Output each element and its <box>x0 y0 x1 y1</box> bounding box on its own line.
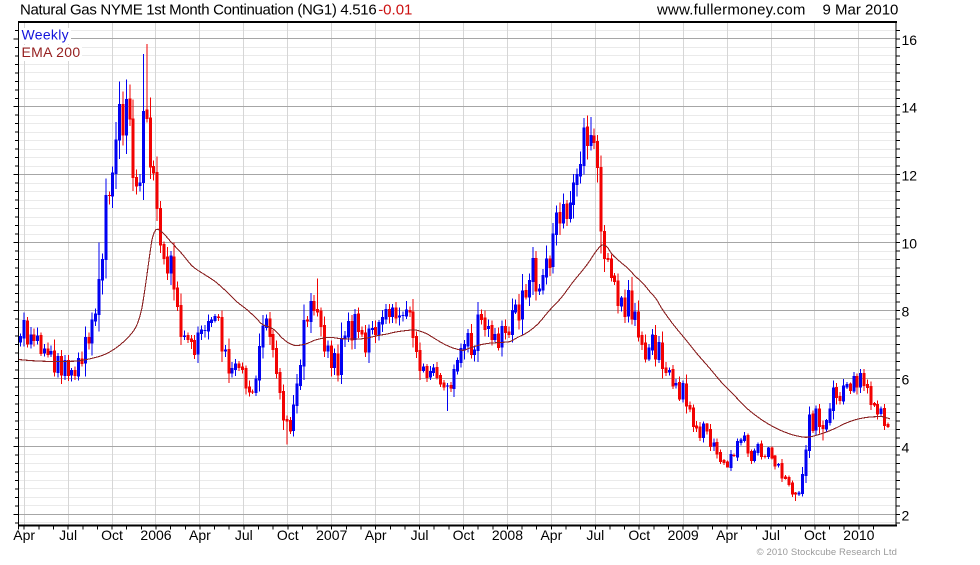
svg-text:2010: 2010 <box>843 527 874 543</box>
svg-text:Apr: Apr <box>13 527 35 543</box>
svg-text:© 2010 Stockcube Research Ltd: © 2010 Stockcube Research Ltd <box>757 547 897 558</box>
svg-text:6: 6 <box>902 372 910 388</box>
svg-text:www.fullermoney.com: www.fullermoney.com <box>656 2 806 19</box>
svg-text:Oct: Oct <box>453 527 475 543</box>
svg-text:10: 10 <box>902 236 918 252</box>
svg-text:Oct: Oct <box>277 527 299 543</box>
svg-text:16: 16 <box>902 32 918 48</box>
svg-text:9 Mar 2010: 9 Mar 2010 <box>823 2 899 19</box>
svg-text:2006: 2006 <box>140 527 171 543</box>
svg-text:14: 14 <box>902 100 918 116</box>
svg-text:4: 4 <box>902 439 910 455</box>
svg-text:12: 12 <box>902 168 918 184</box>
svg-text:2008: 2008 <box>492 527 523 543</box>
svg-text:Jul: Jul <box>411 527 429 543</box>
svg-text:Apr: Apr <box>189 527 211 543</box>
svg-text:Apr: Apr <box>540 527 562 543</box>
svg-text:8: 8 <box>902 304 910 320</box>
svg-text:-0.01: -0.01 <box>378 2 412 19</box>
svg-text:Oct: Oct <box>628 527 650 543</box>
svg-text:Weekly: Weekly <box>22 27 69 43</box>
svg-text:Jul: Jul <box>762 527 780 543</box>
svg-text:Oct: Oct <box>804 527 826 543</box>
svg-text:Jul: Jul <box>235 527 253 543</box>
svg-text:2007: 2007 <box>316 527 347 543</box>
svg-text:Jul: Jul <box>586 527 604 543</box>
svg-text:Apr: Apr <box>716 527 738 543</box>
svg-text:Oct: Oct <box>101 527 123 543</box>
svg-text:2009: 2009 <box>668 527 699 543</box>
svg-text:EMA 200: EMA 200 <box>22 44 81 60</box>
svg-text:Natural Gas NYME 1st Month Con: Natural Gas NYME 1st Month Continuation … <box>20 2 376 19</box>
svg-text:Jul: Jul <box>59 527 77 543</box>
svg-text:2: 2 <box>902 507 910 523</box>
svg-text:Apr: Apr <box>365 527 387 543</box>
